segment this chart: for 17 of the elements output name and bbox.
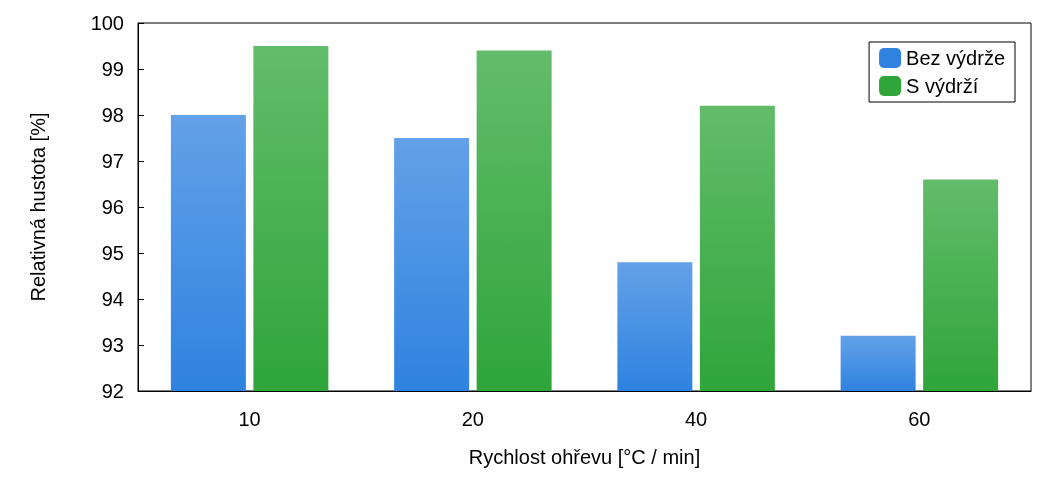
y-tick-label: 93 (101, 334, 124, 356)
x-tick-label: 20 (461, 408, 484, 430)
y-tick-label: 95 (101, 242, 124, 264)
y-tick-label: 96 (101, 196, 124, 218)
x-tick-label: 10 (238, 408, 261, 430)
y-tick-label: 100 (90, 12, 124, 34)
y-tick-label: 98 (101, 104, 124, 126)
y-tick-label: 99 (101, 58, 124, 80)
x-axis-title: Rychlost ohřevu [°C / min] (468, 446, 701, 468)
y-axis-title: Relativná hustota [%] (27, 112, 49, 302)
legend-label: Bez výdrže (906, 47, 1006, 69)
y-tick-label: 94 (101, 288, 124, 310)
y-tick-label: 97 (101, 150, 124, 172)
legend-label: S výdrží (906, 75, 979, 97)
x-tick-label: 60 (908, 408, 931, 430)
y-tick-label: 92 (101, 380, 124, 402)
x-tick-label: 40 (685, 408, 708, 430)
